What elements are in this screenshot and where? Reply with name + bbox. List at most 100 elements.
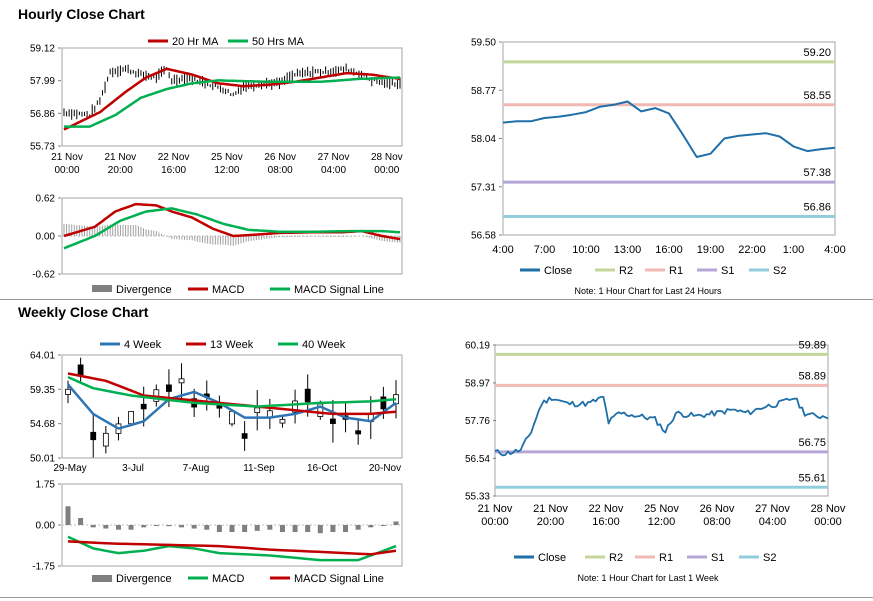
weekly-levels-xtick-0: 21 Nov 00:00 xyxy=(478,503,513,528)
weekly-divergence-bar xyxy=(292,525,298,533)
hourly-macd-line xyxy=(63,202,401,241)
hourly-levels-ytick-1: 58.77 xyxy=(471,86,496,97)
weekly-level-label-s1: 56.75 xyxy=(798,437,826,449)
weekly-close-line xyxy=(494,395,829,457)
weekly-candle-body xyxy=(178,378,185,384)
weekly-candle-body xyxy=(292,400,298,413)
hourly-level-label-s2: 56.86 xyxy=(803,201,831,213)
weekly-levels-xtick-2: 22 Nov 16:00 xyxy=(589,503,624,528)
weekly-levels-xtick-4: 26 Nov 08:00 xyxy=(700,503,735,528)
hourly-price-xtick-3: 25 Nov 12:00 xyxy=(211,152,243,176)
weekly-candle-body xyxy=(90,431,97,441)
hourly-levels-ytick-2: 58.04 xyxy=(471,134,496,145)
hourly-levels-ytick-3: 57.31 xyxy=(471,182,496,193)
hourly-price-ytick-0: 59.12 xyxy=(30,44,55,55)
hourly-levels-frame xyxy=(502,41,836,236)
weekly-divergence-bar xyxy=(242,525,248,533)
weekly-divergence-bar xyxy=(90,525,96,528)
hourly-levels-xtick-0: 4:00 xyxy=(492,244,513,256)
hourly-price-xtick-4: 26 Nov 08:00 xyxy=(264,152,296,176)
weekly-divergence-bar xyxy=(355,525,361,530)
hourly-levels-xtick-7: 1:00 xyxy=(783,244,804,256)
hourly-legend-20hr-label: 20 Hr MA xyxy=(172,36,219,48)
weekly-level-label-s2: 55.61 xyxy=(798,472,826,484)
weekly-40wk-line xyxy=(67,375,397,408)
weekly-macd-signal-line xyxy=(67,540,397,556)
weekly-candle-body xyxy=(77,364,84,376)
hourly-levels-xtick-5: 19:00 xyxy=(697,244,725,256)
weekly-divergence-bar xyxy=(141,525,147,528)
weekly-price-xtick-4: 16-Oct xyxy=(307,463,337,474)
weekly-4wk-line xyxy=(67,383,397,430)
weekly-candle-body xyxy=(241,433,248,439)
weekly-candle-body xyxy=(128,411,134,425)
weekly-levels-ytick-4: 55.33 xyxy=(465,492,490,503)
weekly-divergence-bar xyxy=(103,525,109,529)
weekly-macd-ytick-0: 1.75 xyxy=(36,480,56,491)
hourly-level-label-r2: 59.20 xyxy=(803,47,831,59)
weekly-price-xtick-5: 20-Nov xyxy=(369,463,401,474)
weekly-level-label-r1: 58.89 xyxy=(798,370,826,382)
weekly-levels-ytick-3: 56.54 xyxy=(465,454,490,465)
weekly-divergence-bar xyxy=(229,525,235,533)
weekly-legend-4wk-label: 4 Week xyxy=(124,339,162,351)
weekly-divergence-bar xyxy=(78,517,84,525)
weekly-legend-signal-label: MACD Signal Line xyxy=(294,573,384,585)
weekly-levels-legend-s1-label: S1 xyxy=(711,552,724,564)
hourly-macd-ytick-2: -0.62 xyxy=(32,270,55,281)
hourly-price-xtick-5: 27 Nov 04:00 xyxy=(318,152,350,176)
weekly-divergence-bar xyxy=(191,525,197,529)
weekly-legend-13wk-label: 13 Week xyxy=(210,339,254,351)
weekly-legend-divergence-label: Divergence xyxy=(116,573,172,585)
weekly-divergence-bar xyxy=(216,525,222,533)
hourly-levels-xtick-1: 7:00 xyxy=(534,244,555,256)
hourly-levels-xtick-2: 10:00 xyxy=(572,244,600,256)
hourly-20hr-ma-line xyxy=(63,67,401,131)
hourly-price-ytick-1: 57.99 xyxy=(30,76,55,87)
hourly-legend-macd-label: MACD xyxy=(212,284,244,296)
weekly-divergence-bar xyxy=(317,525,323,534)
weekly-candle-body xyxy=(140,403,147,410)
weekly-divergence-bar xyxy=(267,525,273,530)
weekly-divergence-bar xyxy=(330,525,336,533)
hourly-price-xtick-0: 21 Nov 00:00 xyxy=(51,152,83,176)
weekly-price-frame xyxy=(61,354,403,459)
weekly-candle-body xyxy=(254,407,261,414)
weekly-macd-ytick-1: 0.00 xyxy=(36,521,56,532)
hourly-level-label-s1: 57.38 xyxy=(803,167,831,179)
weekly-divergence-bar xyxy=(393,521,399,525)
weekly-candle-body xyxy=(304,388,311,403)
hourly-macd-ytick-1: 0.00 xyxy=(36,232,56,243)
hourly-price-ytick-3: 55.73 xyxy=(30,142,55,153)
bottom-divider xyxy=(0,597,873,598)
section-divider xyxy=(0,299,873,300)
weekly-candle-body xyxy=(279,419,286,424)
weekly-price-xtick-2: 7-Aug xyxy=(183,463,210,474)
weekly-price-ytick-3: 50.01 xyxy=(30,454,55,465)
hourly-price-ytick-2: 56.86 xyxy=(30,109,55,120)
weekly-levels-xtick-5: 27 Nov 04:00 xyxy=(755,503,790,528)
weekly-levels-legend-r1-label: R1 xyxy=(659,552,673,564)
hourly-50hr-ma-line xyxy=(64,76,401,128)
weekly-price-xtick-3: 11-Sep xyxy=(243,463,275,474)
weekly-divergence-bar xyxy=(153,525,159,526)
hourly-levels-ytick-4: 56.58 xyxy=(471,231,496,242)
weekly-price-ytick-0: 64.01 xyxy=(30,351,55,362)
hourly-levels-ytick-0: 59.50 xyxy=(471,38,496,49)
weekly-divergence-bar xyxy=(368,525,374,528)
weekly-candle-body xyxy=(355,430,362,435)
hourly-levels-legend-r1-label: R1 xyxy=(669,265,683,277)
hourly-levels-xtick-6: 22:00 xyxy=(738,244,766,256)
weekly-candle-body xyxy=(102,432,109,447)
weekly-levels-frame xyxy=(494,344,829,497)
weekly-levels-xtick-6: 28 Nov 00:00 xyxy=(811,503,846,528)
weekly-candle-body xyxy=(330,418,336,424)
weekly-divergence-bar xyxy=(343,525,349,533)
hourly-legend-signal-label: MACD Signal Line xyxy=(294,284,384,296)
weekly-divergence-bar xyxy=(179,525,185,528)
hourly-levels-legend-s1-label: S1 xyxy=(721,265,734,277)
weekly-candle-body xyxy=(65,388,71,395)
hourly-legend-divergence-swatch xyxy=(92,285,112,292)
hourly-levels-legend-s2-label: S2 xyxy=(773,265,786,277)
